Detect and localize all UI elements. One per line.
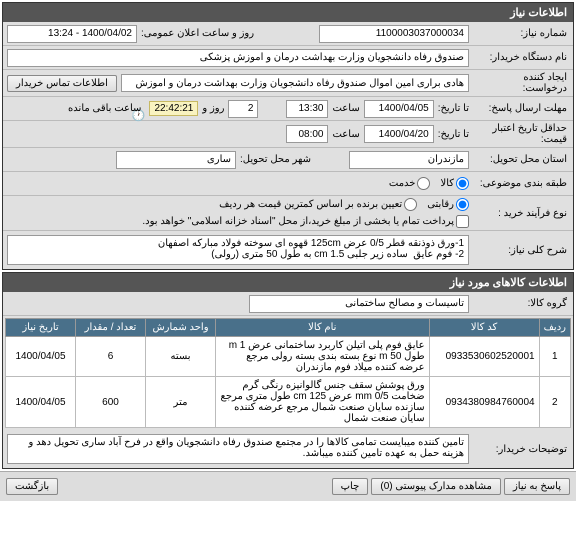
th-name: نام کالا bbox=[216, 319, 430, 337]
field-valid-time: 08:00 bbox=[286, 125, 328, 143]
label-creator: ایجاد کننده درخواست: bbox=[473, 70, 573, 96]
field-buyer-org: صندوق رفاه دانشجویان وزارت بهداشت درمان … bbox=[7, 49, 469, 67]
label-remain: ساعت باقی مانده bbox=[68, 103, 141, 114]
th-date: تاریخ نیاز bbox=[6, 319, 76, 337]
print-button[interactable]: چاپ bbox=[332, 478, 369, 495]
label-city: شهر محل تحویل: bbox=[240, 154, 311, 165]
label-rooz: روز و bbox=[202, 103, 224, 114]
items-table: ردیف کد کالا نام کالا واحد شمارش تعداد /… bbox=[5, 318, 571, 428]
cell-n: 1 bbox=[539, 337, 570, 377]
cell-unit: متر bbox=[146, 377, 216, 428]
attachments-button[interactable]: مشاهده مدارک پیوستی (0) bbox=[371, 478, 501, 495]
label-until-2: تا تاریخ: bbox=[438, 129, 469, 140]
items-panel: اطلاعات کالاهای مورد نیاز گروه کالا: تاس… bbox=[2, 272, 574, 469]
label-general-desc: شرح کلی نیاز: bbox=[473, 243, 573, 258]
cell-date: 1400/04/05 bbox=[6, 337, 76, 377]
radio-proc-a[interactable]: رقابتی bbox=[427, 198, 469, 211]
field-city: ساری bbox=[116, 151, 236, 169]
cell-qty: 6 bbox=[76, 337, 146, 377]
radio-service[interactable]: خدمت bbox=[389, 177, 431, 190]
cell-date: 1400/04/05 bbox=[6, 377, 76, 428]
th-code: کد کالا bbox=[429, 319, 539, 337]
radio-goods-input[interactable] bbox=[456, 177, 469, 190]
main-panel-header: اطلاعات نیاز bbox=[3, 3, 573, 22]
main-panel: اطلاعات نیاز شماره نیاز: 110000303700003… bbox=[2, 2, 574, 270]
check-proc-c-input[interactable] bbox=[456, 215, 469, 228]
field-buyer-notes: تامین کننده میبایست تمامی کالاها را در م… bbox=[7, 434, 469, 464]
table-row: 1 0933530602520001 عایق فوم پلی اتیلن کا… bbox=[6, 337, 571, 377]
label-pack-type: طبقه بندی موضوعی: bbox=[473, 176, 573, 191]
field-send-date: 1400/04/05 bbox=[364, 100, 434, 118]
label-req-no: شماره نیاز: bbox=[473, 26, 573, 41]
table-header-row: ردیف کد کالا نام کالا واحد شمارش تعداد /… bbox=[6, 319, 571, 337]
label-proc-type: نوع فرآیند خرید : bbox=[473, 206, 573, 221]
label-buyer-org: نام دستگاه خریدار: bbox=[473, 50, 573, 65]
label-province: استان محل تحویل: bbox=[473, 152, 573, 167]
th-row: ردیف bbox=[539, 319, 570, 337]
radio-service-input[interactable] bbox=[417, 177, 430, 190]
field-count-days: 2 bbox=[228, 100, 258, 118]
th-qty: تعداد / مقدار bbox=[76, 319, 146, 337]
field-province: مازندران bbox=[349, 151, 469, 169]
field-announce-date: 1400/04/02 - 13:24 bbox=[7, 25, 137, 43]
cell-name: عایق فوم پلی اتیلن کاربرد ساختمانی عرض m… bbox=[216, 337, 430, 377]
contact-info-button[interactable]: اطلاعات تماس خریدار bbox=[7, 75, 117, 92]
items-panel-body: گروه کالا: تاسیسات و مصالح ساختمانی ردیف… bbox=[3, 292, 573, 468]
cell-code: 0933530602520001 bbox=[429, 337, 539, 377]
main-panel-body: شماره نیاز: 1100003037000034 روز و ساعت … bbox=[3, 22, 573, 269]
label-announce-date: روز و ساعت اعلان عمومی: bbox=[141, 28, 254, 39]
label-saat-2: ساعت bbox=[332, 129, 359, 140]
label-saat-1: ساعت bbox=[332, 103, 359, 114]
field-general-desc: 1-ورق ذوذنقه قطر 0/5 عرض 125cm قهوه ای س… bbox=[7, 235, 469, 265]
radio-proc-b[interactable]: تعیین برنده بر اساس کمترین قیمت هر ردیف bbox=[219, 198, 417, 211]
label-send-deadline: مهلت ارسال پاسخ: bbox=[473, 101, 573, 116]
th-unit: واحد شمارش bbox=[146, 319, 216, 337]
check-proc-c[interactable]: پرداخت تمام یا بخشی از مبلغ خرید،از محل … bbox=[142, 215, 469, 228]
field-countdown: 22:42:21 bbox=[149, 101, 198, 116]
field-req-no: 1100003037000034 bbox=[319, 25, 469, 43]
radio-proc-a-input[interactable] bbox=[456, 198, 469, 211]
label-price-validity: حداقل تاریخ اعتبار قیمت: bbox=[473, 121, 573, 147]
cell-name: ورق پوشش سقف جنس گالوانیزه رنگی گرم ضخام… bbox=[216, 377, 430, 428]
cell-n: 2 bbox=[539, 377, 570, 428]
cell-unit: بسته bbox=[146, 337, 216, 377]
radio-proc-b-input[interactable] bbox=[404, 198, 417, 211]
field-creator: هادی براری امین اموال صندوق رفاه دانشجوی… bbox=[121, 74, 469, 92]
table-row: 2 0934380984760004 ورق پوشش سقف جنس گالو… bbox=[6, 377, 571, 428]
field-send-time: 13:30 bbox=[286, 100, 328, 118]
items-panel-header: اطلاعات کالاهای مورد نیاز bbox=[3, 273, 573, 292]
cell-code: 0934380984760004 bbox=[429, 377, 539, 428]
field-valid-date: 1400/04/20 bbox=[364, 125, 434, 143]
label-until-1: تا تاریخ: bbox=[438, 103, 469, 114]
reply-button[interactable]: پاسخ به نیاز bbox=[504, 478, 570, 495]
back-button[interactable]: بازگشت bbox=[6, 478, 58, 495]
label-goods-group: گروه کالا: bbox=[473, 296, 573, 311]
cell-qty: 600 bbox=[76, 377, 146, 428]
footer-bar: پاسخ به نیاز مشاهده مدارک پیوستی (0) چاپ… bbox=[0, 471, 576, 501]
radio-goods[interactable]: کالا bbox=[440, 177, 469, 190]
label-buyer-notes: توضیحات خریدار: bbox=[473, 442, 573, 457]
field-goods-group: تاسیسات و مصالح ساختمانی bbox=[249, 295, 469, 313]
